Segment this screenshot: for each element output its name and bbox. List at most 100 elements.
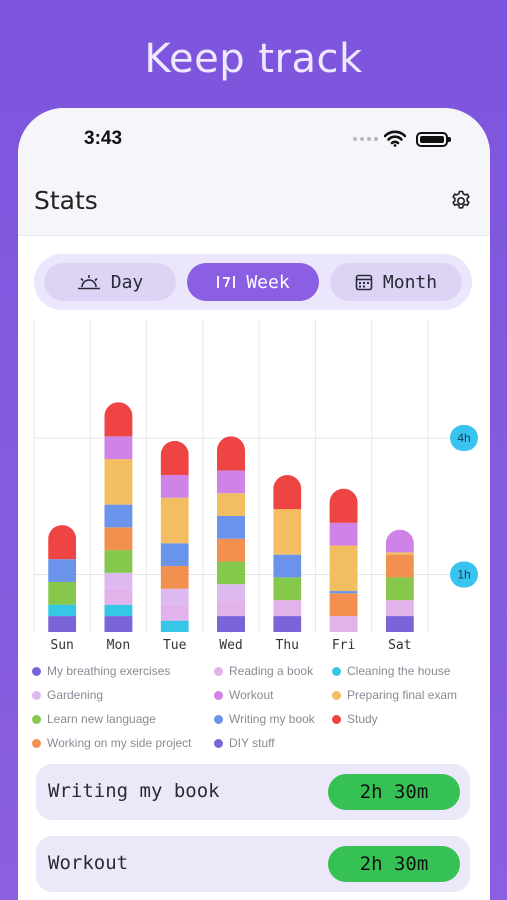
legend-label: DIY stuff [229,736,275,750]
legend-label: Preparing final exam [347,688,458,702]
bar-segment [385,554,414,578]
bar-segment [160,604,189,621]
status-time: 3:43 [84,128,123,149]
legend-dot [214,738,223,748]
legend-item: Learn new language [32,712,156,726]
legend-label: Working on my side project [47,736,192,750]
bar-segment [104,436,133,460]
bar-stack-sat[interactable] [385,529,414,632]
x-tick-label: Mon [107,638,130,652]
legend-dot [332,714,341,724]
bar-segment [160,588,189,605]
page-title: Stats [34,186,98,215]
bar-stack-sun[interactable] [48,525,77,632]
bar-segment [329,488,358,523]
legend-label: Reading a book [229,664,314,678]
signal-icon [353,137,378,141]
x-tick-label: Tue [163,638,187,652]
y-tick-chip: 4h [450,425,478,451]
bar-stack-wed[interactable] [217,436,245,632]
legend-label: Gardening [47,688,104,702]
x-tick-label: Wed [219,638,242,652]
legend-item: Workout [214,688,273,702]
bar-segment [217,616,245,632]
summary-card-workout[interactable]: Workout 2h 30m [36,836,470,892]
bar-segment [104,402,133,437]
bar-segment [273,554,302,578]
summary-duration-badge: 2h 30m [328,846,460,882]
bar-segment [160,543,189,567]
wifi-icon [384,130,406,147]
bar-segment [217,584,245,601]
legend-dot [214,690,223,700]
y-tick-label: 1h [457,568,470,582]
legend-dot [32,738,41,748]
calendar-month-icon [355,274,373,291]
bar-segment [385,552,414,555]
bar-segment [273,475,302,510]
bar-segment [217,538,245,562]
bar-segment [104,572,133,589]
bar-stack-thu[interactable] [273,475,302,632]
bar-segment [217,470,245,494]
legend-dot [332,690,341,700]
bar-segment [160,475,189,498]
legend-dot [32,666,41,676]
bar-segment [160,440,189,476]
battery-icon [416,132,451,147]
legend-label: Cleaning the house [347,664,451,678]
bar-segment [217,515,245,539]
nav-bar: Stats [18,172,490,236]
legend-dot [214,666,223,676]
phone-screen: 3:43 Stats Day [18,108,490,900]
bar-segment [160,620,189,632]
x-tick-label: Thu [276,638,299,652]
bar-segment [104,459,133,505]
summary-card-label: Workout [48,852,129,874]
segment-week-label: Week [246,271,290,293]
legend-item: My breathing exercises [32,664,170,678]
bar-segment [217,600,245,617]
legend-label: Workout [229,688,274,702]
y-tick-label: 4h [457,431,470,445]
bar-segment [217,436,245,471]
headline: Keep track [144,36,363,82]
bar-stack-fri[interactable] [329,488,358,632]
legend-dot [32,690,41,700]
legend-label: Learn new language [47,712,156,726]
legend-item: DIY stuff [214,736,275,750]
bar-segment [385,616,414,632]
bar-segment [48,604,77,617]
summary-duration-badge: 2h 30m [328,774,460,810]
legend-dot [332,666,341,676]
segment-month[interactable]: Month [330,263,462,301]
bar-segment [160,497,189,544]
bar-segment [217,493,245,516]
legend-item: Preparing final exam [332,688,457,702]
segment-week[interactable]: Week [187,263,319,301]
bar-segment [48,581,77,605]
legend-item: Cleaning the house [332,664,450,678]
bar-segment [104,550,133,573]
bar-segment [329,593,358,617]
bar-segment [104,604,133,617]
bar-segment [273,509,302,555]
legend-item: Writing my book [214,712,315,726]
summary-card-writing[interactable]: Writing my book 2h 30m [36,764,470,820]
bar-stack-tue[interactable] [160,440,189,632]
legend-dot [214,714,223,724]
segment-day-label: Day [110,271,144,293]
bar-segment [104,616,133,632]
bar-segment [385,577,414,601]
gear-icon[interactable] [449,189,473,213]
bar-segment [329,616,358,632]
legend-label: My breathing exercises [47,664,171,678]
sunrise-icon [77,275,100,290]
bar-segment [104,527,133,551]
legend-dot [32,714,41,724]
bar-stack-mon[interactable] [104,402,133,632]
bar-segment [385,529,414,553]
bar-segment [273,600,302,617]
segment-day[interactable]: Day [44,263,176,301]
bar-segment [329,591,358,594]
